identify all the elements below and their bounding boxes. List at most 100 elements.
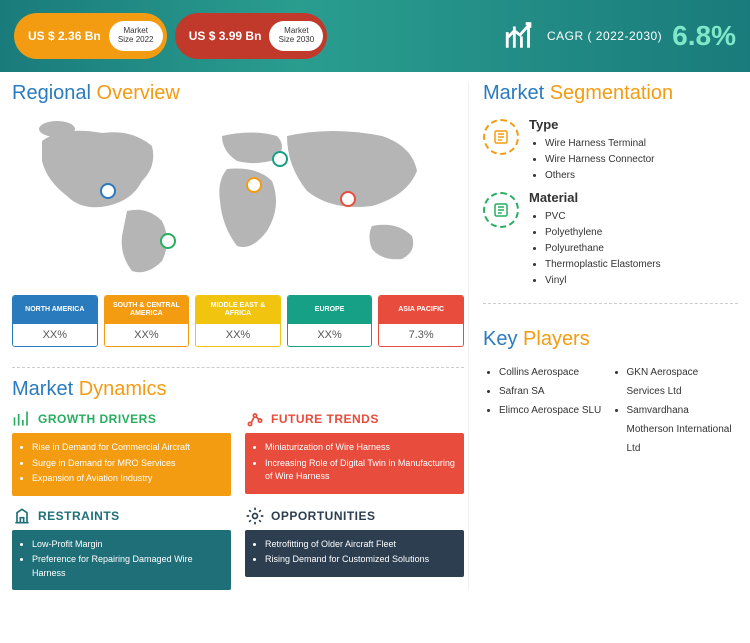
segment-label: Material [529, 190, 661, 205]
segment-label: Type [529, 117, 654, 132]
dynamics-label: FUTURE TRENDS [271, 412, 379, 426]
map-marker-north-america [100, 183, 116, 199]
segment-item: PVC [545, 209, 661, 225]
segmentation-groups: Type Wire Harness TerminalWire Harness Co… [483, 111, 738, 289]
dynamics-growth-drivers: GROWTH DRIVERS Rise in Demand for Commerc… [12, 409, 231, 496]
growth-drivers-icon [12, 409, 32, 429]
segment-item: Polyurethane [545, 241, 661, 257]
restraints-icon [12, 506, 32, 526]
dynamics-items: Retrofitting of Older Aircraft FleetRisi… [245, 530, 464, 577]
region-value: 7.3% [379, 324, 463, 346]
divider [12, 367, 464, 368]
map-marker-middle-east-africa [246, 177, 262, 193]
dynamics-item: Rise in Demand for Commercial Aircraft [32, 441, 223, 455]
key-players-list: Collins AerospaceSafran SAElimco Aerospa… [483, 363, 738, 458]
market-size-2022-pill: US $ 2.36 Bn Market Size 2022 [14, 13, 167, 59]
segmentation-title: Market Segmentation [483, 82, 738, 105]
kp-title-a: Key [483, 328, 517, 350]
market-size-2030-label: Market Size 2030 [269, 21, 323, 51]
dynamics-title-b: Dynamics [79, 378, 167, 400]
region-box: SOUTH & CENTRAL AMERICAXX% [104, 295, 190, 347]
dynamics-restraints: RESTRAINTS Low-Profit MarginPreference fo… [12, 506, 231, 591]
divider-2 [483, 303, 738, 304]
key-players-title: Key Players [483, 328, 738, 351]
dynamics-item: Preference for Repairing Damaged Wire Ha… [32, 553, 223, 580]
dynamics-item: Surge in Demand for MRO Services [32, 457, 223, 471]
segment-item: Wire Harness Connector [545, 152, 654, 168]
dynamics-label: GROWTH DRIVERS [38, 412, 156, 426]
segment-content: Material PVCPolyethylenePolyurethaneTherm… [529, 190, 661, 289]
region-name: EUROPE [288, 296, 372, 324]
market-size-2030-value: US $ 3.99 Bn [189, 29, 262, 43]
key-player-item: Elimco Aerospace SLU [499, 401, 611, 420]
market-size-2022-label: Market Size 2022 [109, 21, 163, 51]
dynamics-future-trends: FUTURE TRENDS Miniaturization of Wire Har… [245, 409, 464, 496]
right-column: Market Segmentation Type Wire Harness Ter… [468, 82, 738, 590]
map-marker-europe [272, 151, 288, 167]
seg-title-a: Market [483, 82, 544, 104]
header-bar: US $ 2.36 Bn Market Size 2022 US $ 3.99 … [0, 0, 750, 72]
dynamics-header: OPPORTUNITIES [245, 506, 464, 526]
future-trends-icon [245, 409, 265, 429]
segment-item: Wire Harness Terminal [545, 136, 654, 152]
left-column: Regional Overview NORTH AMERICAXX%SOUTH … [12, 82, 464, 590]
key-player-item: GKN Aerospace Services Ltd [627, 363, 739, 401]
dynamics-items: Miniaturization of Wire Harness Increasin… [245, 433, 464, 494]
dynamics-header: FUTURE TRENDS [245, 409, 464, 429]
cagr-block: CAGR ( 2022-2030) 6.8% [503, 18, 736, 55]
region-box: ASIA PACIFIC7.3% [378, 295, 464, 347]
cagr-value: 6.8% [672, 20, 736, 52]
key-player-item: Safran SA [499, 382, 611, 401]
dynamics-item: Rising Demand for Customized Solutions [265, 553, 456, 567]
key-player-item: Collins Aerospace [499, 363, 611, 382]
dynamics-items: Rise in Demand for Commercial Aircraft Su… [12, 433, 231, 496]
segment-item: Polyethylene [545, 225, 661, 241]
regional-title-b: Overview [97, 82, 180, 104]
dynamics-header: RESTRAINTS [12, 506, 231, 526]
dynamics-item: Low-Profit Margin [32, 538, 223, 552]
opportunities-icon [245, 506, 265, 526]
dynamics-label: OPPORTUNITIES [271, 509, 376, 523]
segment-item: Thermoplastic Elastomers [545, 257, 661, 273]
segment-item: Vinyl [545, 273, 661, 289]
cagr-label: CAGR ( 2022-2030) [547, 29, 662, 43]
region-box: NORTH AMERICAXX% [12, 295, 98, 347]
region-boxes-row: NORTH AMERICAXX%SOUTH & CENTRAL AMERICAX… [12, 295, 464, 347]
segmentation-group: Material PVCPolyethylenePolyurethaneTherm… [483, 190, 738, 289]
dynamics-title-a: Market [12, 378, 73, 400]
segment-items: Wire Harness TerminalWire Harness Connec… [529, 136, 654, 184]
seg-title-b: Segmentation [550, 82, 673, 104]
dynamics-label: RESTRAINTS [38, 509, 120, 523]
map-marker-asia-pacific [340, 191, 356, 207]
regional-overview-title: Regional Overview [12, 82, 464, 105]
main-body: Regional Overview NORTH AMERICAXX%SOUTH … [0, 72, 750, 598]
market-size-2022-value: US $ 2.36 Bn [28, 29, 101, 43]
regional-title-a: Regional [12, 82, 91, 104]
key-player-item: Samvardhana Motherson International Ltd [627, 401, 739, 458]
region-name: ASIA PACIFIC [379, 296, 463, 324]
dynamics-item: Miniaturization of Wire Harness [265, 441, 456, 455]
dynamics-grid: GROWTH DRIVERS Rise in Demand for Commerc… [12, 409, 464, 590]
region-value: XX% [288, 324, 372, 346]
region-value: XX% [105, 324, 189, 346]
key-players-col-2: GKN Aerospace Services LtdSamvardhana Mo… [611, 363, 739, 458]
region-box: EUROPEXX% [287, 295, 373, 347]
region-value: XX% [196, 324, 280, 346]
dynamics-opportunities: OPPORTUNITIES Retrofitting of Older Aircr… [245, 506, 464, 591]
segment-items: PVCPolyethylenePolyurethaneThermoplastic… [529, 209, 661, 289]
dynamics-item: Expansion of Aviation Industry [32, 472, 223, 486]
region-name: MIDDLE EAST & AFRICA [196, 296, 280, 324]
region-box: MIDDLE EAST & AFRICAXX% [195, 295, 281, 347]
segment-content: Type Wire Harness TerminalWire Harness Co… [529, 117, 654, 184]
map-marker-south-america [160, 233, 176, 249]
region-name: NORTH AMERICA [13, 296, 97, 324]
world-map [12, 111, 464, 291]
dynamics-header: GROWTH DRIVERS [12, 409, 231, 429]
dynamics-items: Low-Profit MarginPreference for Repairin… [12, 530, 231, 591]
growth-chart-icon [503, 18, 537, 55]
region-value: XX% [13, 324, 97, 346]
dynamics-item: Increasing Role of Digital Twin in Manuf… [265, 457, 456, 484]
market-size-2030-pill: US $ 3.99 Bn Market Size 2030 [175, 13, 328, 59]
world-map-svg [12, 111, 464, 291]
key-players-col-1: Collins AerospaceSafran SAElimco Aerospa… [483, 363, 611, 458]
